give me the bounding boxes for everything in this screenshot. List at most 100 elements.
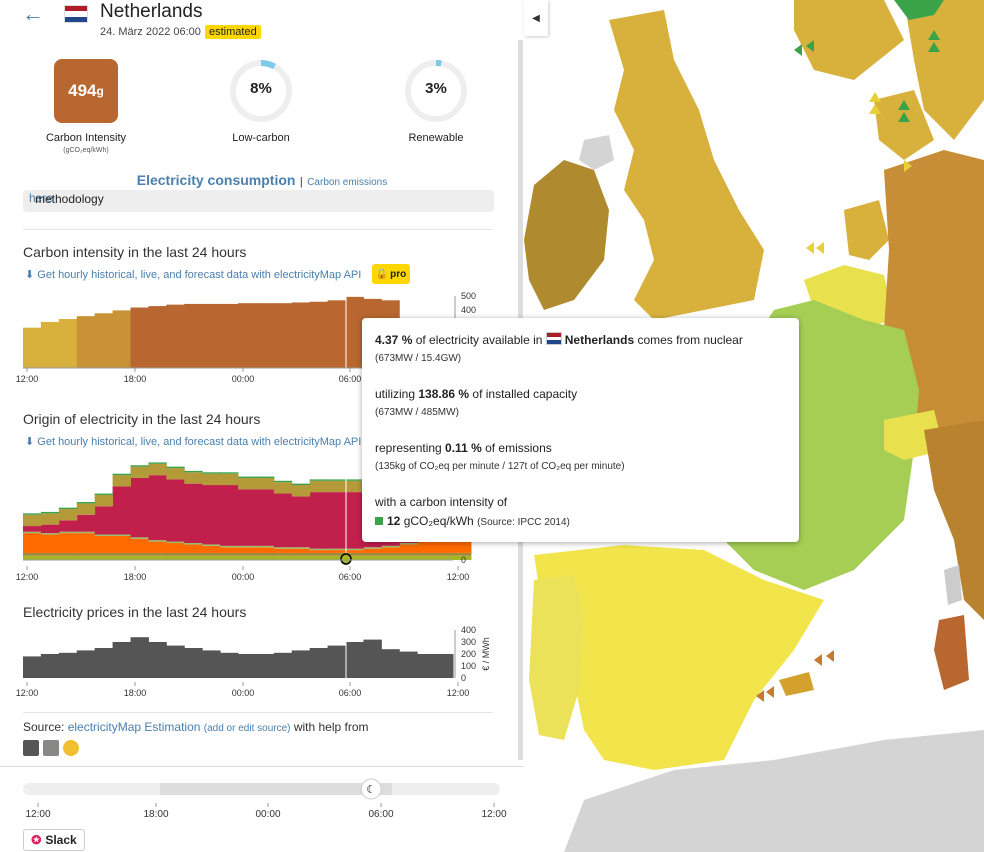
ci-bar xyxy=(94,313,114,368)
origin-segment xyxy=(58,520,78,532)
x-tick-label: 00:00 xyxy=(232,688,255,698)
tab-electricity-consumption[interactable]: Electricity consumption xyxy=(136,172,296,188)
tooltip-country: Netherlands xyxy=(564,333,635,347)
origin-segment xyxy=(166,466,185,469)
origin-segment xyxy=(76,531,96,534)
origin-segment xyxy=(166,552,185,556)
tab-carbon-emissions[interactable]: Carbon emissions xyxy=(307,177,388,188)
price-bar xyxy=(76,650,96,678)
origin-segment xyxy=(40,555,60,560)
carbon-download-link[interactable]: ⬇ Get hourly historical, live, and forec… xyxy=(25,268,361,281)
origin-segment xyxy=(273,480,293,483)
origin-segment xyxy=(202,552,221,556)
origin-segment xyxy=(327,548,346,551)
origin-segment xyxy=(363,552,382,556)
price-bar xyxy=(58,652,78,678)
slack-button[interactable]: ✪ Slack xyxy=(23,829,85,851)
origin-segment xyxy=(327,480,346,493)
map-ireland xyxy=(524,160,609,310)
source-link[interactable]: electricityMap Estimation xyxy=(67,720,201,734)
origin-segment xyxy=(184,544,203,553)
map-corsica xyxy=(944,565,962,605)
origin-segment xyxy=(130,538,149,553)
ci-bar xyxy=(291,302,311,368)
ci-bar xyxy=(40,321,60,368)
origin-segment xyxy=(220,545,239,548)
y-tick-label: 100 xyxy=(461,661,476,671)
collapse-panel-button[interactable]: ◀ xyxy=(524,0,548,36)
map-faroe xyxy=(579,135,614,170)
map-portugal xyxy=(529,575,584,740)
origin-segment xyxy=(112,535,131,553)
origin-segment xyxy=(166,468,185,480)
y-tick-label: 400 xyxy=(461,625,476,635)
price-bar xyxy=(291,650,311,678)
download-icon: ⬇ xyxy=(25,436,35,448)
origin-segment xyxy=(255,547,275,553)
prices-chart[interactable]: 400 300 200 100 0 € / MWh 12:00 18:00 00:00 06:00… xyxy=(0,622,524,700)
note-end: . xyxy=(35,192,39,206)
tooltip-line-4: with a carbon intensity of xyxy=(375,495,508,509)
ci-bar xyxy=(76,316,96,368)
estimated-badge: estimated xyxy=(205,25,261,39)
x-tick-label: 18:00 xyxy=(124,374,147,384)
tooltip-line-1: 4.37 % of electricity available in Nethe… xyxy=(375,332,743,347)
origin-segment xyxy=(417,555,436,560)
price-bar xyxy=(273,652,293,678)
pro-badge[interactable]: 🔒 pro xyxy=(372,264,410,284)
source-suffix: with help from xyxy=(290,720,369,734)
arrow-left-icon[interactable]: ← xyxy=(22,1,44,26)
origin-segment xyxy=(453,552,472,556)
x-tick-label: 12:00 xyxy=(16,572,39,582)
price-bar xyxy=(255,654,275,678)
tooltip-line-3: representing 0.11 % of emissions xyxy=(375,441,552,455)
origin-segment xyxy=(23,514,42,527)
origin-segment xyxy=(202,545,221,553)
origin-segment xyxy=(381,555,400,560)
origin-segment xyxy=(220,555,239,560)
origin-segment xyxy=(76,503,96,515)
origin-segment xyxy=(23,526,42,532)
map-norway-green xyxy=(894,0,944,20)
avatar[interactable] xyxy=(63,740,79,756)
origin-segment xyxy=(130,537,149,539)
tab-separator: | xyxy=(299,176,303,188)
avatar[interactable] xyxy=(43,740,59,756)
methodology-link[interactable]: here xyxy=(29,191,54,205)
origin-segment xyxy=(148,475,167,541)
avatar[interactable] xyxy=(23,740,39,756)
flow-arrows xyxy=(794,30,940,122)
origin-segment xyxy=(23,533,42,553)
origin-download-link[interactable]: ⬇ Get hourly historical, live, and forec… xyxy=(25,435,361,448)
origin-segment xyxy=(112,555,131,560)
origin-title: Origin of electricity in the last 24 hou… xyxy=(23,411,261,427)
origin-segment xyxy=(76,514,96,532)
origin-segment xyxy=(309,555,329,560)
origin-segment xyxy=(202,485,221,545)
origin-segment xyxy=(291,483,311,486)
price-bar xyxy=(238,654,257,678)
tooltip-source: (Source: IPCC 2014) xyxy=(477,517,570,528)
timeline-slider[interactable]: ☾ 12:00 18:00 00:00 06:00 12:00 xyxy=(0,775,524,835)
methodology-note: methodology here. xyxy=(23,190,494,212)
carbon-intensity-label: Carbon Intensity xyxy=(45,132,127,144)
y-tick-label: 0 xyxy=(461,555,466,565)
ci-bar xyxy=(23,327,42,368)
tooltip-intensity: 12 gCO₂eq/kWh (Source: IPCC 2014) xyxy=(375,514,570,528)
edit-source-link[interactable]: (add or edit source) xyxy=(203,723,291,734)
ci-bar xyxy=(112,310,131,368)
carbon-download-text: Get hourly historical, live, and forecas… xyxy=(37,269,362,281)
origin-segment xyxy=(435,538,454,553)
origin-segment xyxy=(112,475,131,487)
origin-segment xyxy=(363,547,382,549)
timeline-tick-label: 00:00 xyxy=(255,809,280,820)
origin-segment xyxy=(148,462,167,464)
origin-segment xyxy=(273,548,293,553)
ci-bar xyxy=(166,304,185,368)
origin-segment xyxy=(327,492,346,549)
tooltip-text: utilizing xyxy=(375,387,419,401)
pro-label: pro xyxy=(390,268,407,280)
x-tick-label: 00:00 xyxy=(232,572,255,582)
cursor-dot xyxy=(340,553,352,565)
timeline: ☾ 12:00 18:00 00:00 06:00 12:00 xyxy=(0,766,524,852)
